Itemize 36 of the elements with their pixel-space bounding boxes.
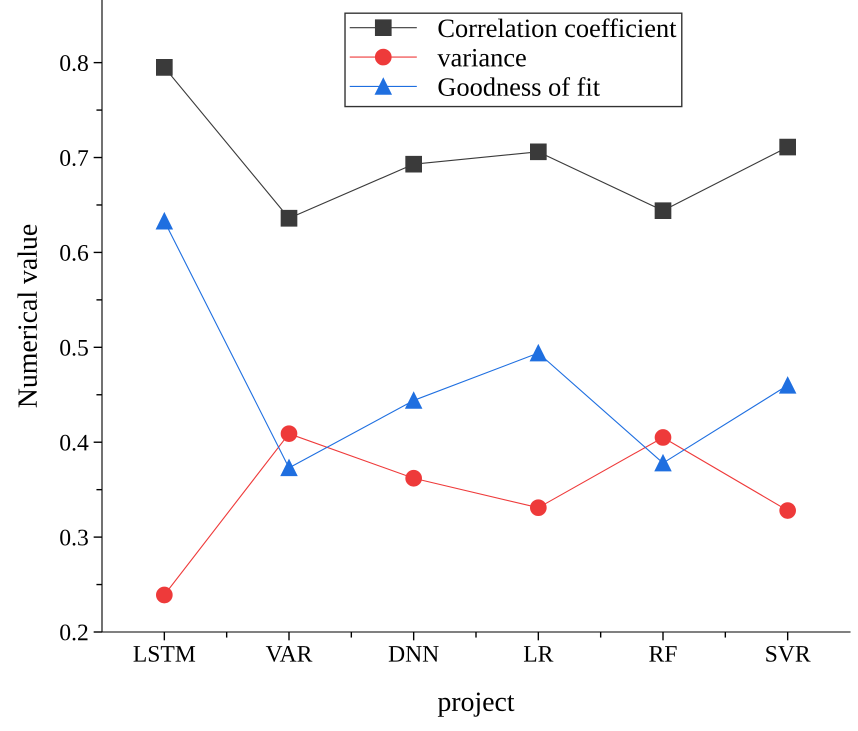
y-tick-label: 0.6 [60, 244, 88, 261]
point [405, 156, 422, 172]
y-tick-label: 0.3 [60, 530, 88, 546]
legend-label: Correlation coefficient [438, 18, 676, 38]
y-tick-label: 0.2 [60, 624, 88, 641]
point [280, 460, 298, 476]
point [779, 138, 796, 156]
point [156, 586, 173, 604]
x-tick-label: LSTM [134, 646, 196, 662]
point [654, 429, 672, 446]
point [779, 502, 796, 519]
x-tick-label: DNN [388, 646, 439, 662]
point [405, 392, 422, 409]
point [405, 470, 422, 487]
point [654, 202, 672, 219]
x-tick-label: LR [524, 646, 554, 662]
x-tick-label: SVR [766, 646, 811, 662]
point [280, 210, 298, 227]
x-axis-title: project [438, 692, 514, 717]
legend-label: variance [437, 48, 526, 67]
y-tick-label: 0.4 [60, 434, 88, 451]
point [779, 376, 796, 394]
point [280, 425, 298, 442]
x-tick-label: VAR [266, 646, 312, 662]
y-tick-label: 0.5 [60, 340, 88, 356]
x-tick-label: RF [649, 646, 677, 662]
legend-label: Goodness of fit [438, 77, 600, 96]
point [530, 499, 547, 516]
point [654, 454, 672, 472]
y-tick-label: 0.8 [60, 55, 88, 72]
point [530, 144, 547, 160]
y-tick-label: 0.7 [60, 150, 88, 166]
point [156, 212, 173, 230]
y-axis-title: Numerical value [17, 224, 37, 408]
point [156, 59, 173, 76]
point [530, 344, 547, 362]
